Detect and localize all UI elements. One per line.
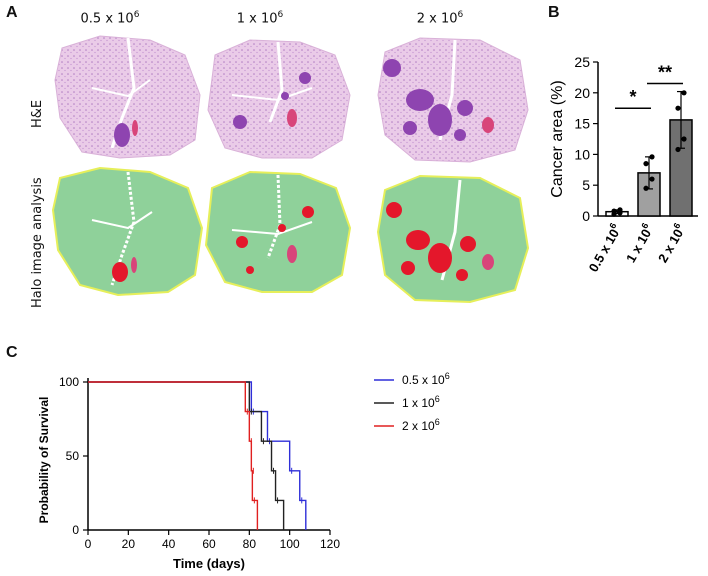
- y-tick-label: 15: [574, 116, 590, 132]
- halo-tumor: [278, 224, 286, 232]
- data-point: [681, 136, 687, 142]
- column-label-1: 1 x 106: [236, 10, 284, 27]
- x-tick-label: 1 x 106: [621, 221, 656, 265]
- data-point: [675, 105, 681, 111]
- x-tick-label: 2 x 106: [653, 221, 688, 265]
- panel-c-letter: C: [6, 344, 18, 361]
- data-point: [681, 90, 687, 96]
- he-tumor: [406, 89, 434, 111]
- halo-image-2: [376, 174, 530, 304]
- data-point: [617, 207, 623, 213]
- legend-label: 2 x 106: [402, 417, 440, 433]
- halo-tumor: [401, 261, 415, 275]
- data-point: [643, 161, 649, 167]
- significance-label: **: [658, 63, 672, 83]
- y-axis-label: Cancer area (%): [549, 80, 566, 197]
- column-label-0-5: 0.5 x 106: [80, 10, 140, 27]
- x-tick-label: 0.5 x 106: [584, 221, 625, 275]
- he-tumor: [454, 129, 466, 141]
- y-tick-label: 5: [582, 177, 590, 193]
- he-vessel: [287, 109, 297, 127]
- halo-tumor: [302, 206, 314, 218]
- y-tick-label: 20: [574, 85, 590, 101]
- y-tick-label: 0: [582, 208, 590, 224]
- x-tick-label: 100: [280, 537, 300, 551]
- y-tick-label: 25: [574, 54, 590, 70]
- he-image-1: [207, 39, 351, 159]
- he-vessel: [482, 117, 494, 133]
- panel-a-tissue-images: [51, 35, 530, 304]
- halo-tumor: [406, 230, 430, 250]
- y-tick-label: 50: [66, 449, 80, 463]
- survival-line: [88, 381, 285, 530]
- halo-tumor: [112, 262, 128, 282]
- he-vessel: [132, 120, 138, 136]
- he-image-0-5: [54, 35, 201, 159]
- he-tumor: [457, 100, 473, 116]
- x-axis-label: Time (days): [173, 556, 245, 571]
- legend-label: 0.5 x 106: [402, 371, 450, 387]
- he-tumor: [281, 92, 289, 100]
- y-tick-label: 10: [574, 146, 590, 162]
- halo-tumor: [246, 266, 254, 274]
- panel-b-letter: B: [548, 4, 560, 21]
- halo-tumor: [456, 269, 468, 281]
- data-point: [675, 146, 681, 153]
- halo-vessel: [287, 245, 297, 263]
- he-tumor: [383, 59, 401, 77]
- legend-label: 1 x 106: [402, 394, 440, 410]
- survival-line: [88, 381, 307, 530]
- y-tick-label: 100: [59, 375, 79, 389]
- he-tumor: [299, 72, 311, 84]
- he-tumor: [428, 104, 452, 136]
- y-axis-label: Probability of Survival: [37, 397, 51, 524]
- x-tick-label: 60: [202, 537, 216, 551]
- x-tick-label: 40: [162, 537, 176, 551]
- he-tumor: [233, 115, 247, 129]
- survival-curve-chart: 0 50 100 0 20 40 60 80 100 120 Time (days) Probabil…: [37, 371, 450, 571]
- x-tick-label: 20: [122, 537, 136, 551]
- he-tumor: [114, 123, 130, 147]
- significance-label: *: [629, 87, 636, 107]
- halo-tumor: [460, 236, 476, 252]
- he-tumor: [403, 121, 417, 135]
- he-image-2: [377, 37, 529, 163]
- halo-tumor: [386, 202, 402, 218]
- data-point: [649, 154, 655, 160]
- column-label-2: 2 x 106: [416, 10, 464, 27]
- halo-vessel: [131, 257, 137, 273]
- halo-image-1: [204, 170, 352, 293]
- x-tick-label: 120: [320, 537, 340, 551]
- halo-tumor: [428, 243, 452, 273]
- y-tick-label: 0: [72, 523, 79, 537]
- data-point: [643, 185, 649, 191]
- data-point: [611, 208, 617, 214]
- data-point: [649, 176, 655, 182]
- halo-vessel: [482, 254, 494, 270]
- x-tick-label: 80: [243, 537, 257, 551]
- x-tick-label: 0: [85, 537, 92, 551]
- halo-image-0-5: [51, 166, 204, 297]
- survival-line: [88, 381, 259, 530]
- halo-tumor: [236, 236, 248, 248]
- panel-a-letter: A: [6, 4, 18, 21]
